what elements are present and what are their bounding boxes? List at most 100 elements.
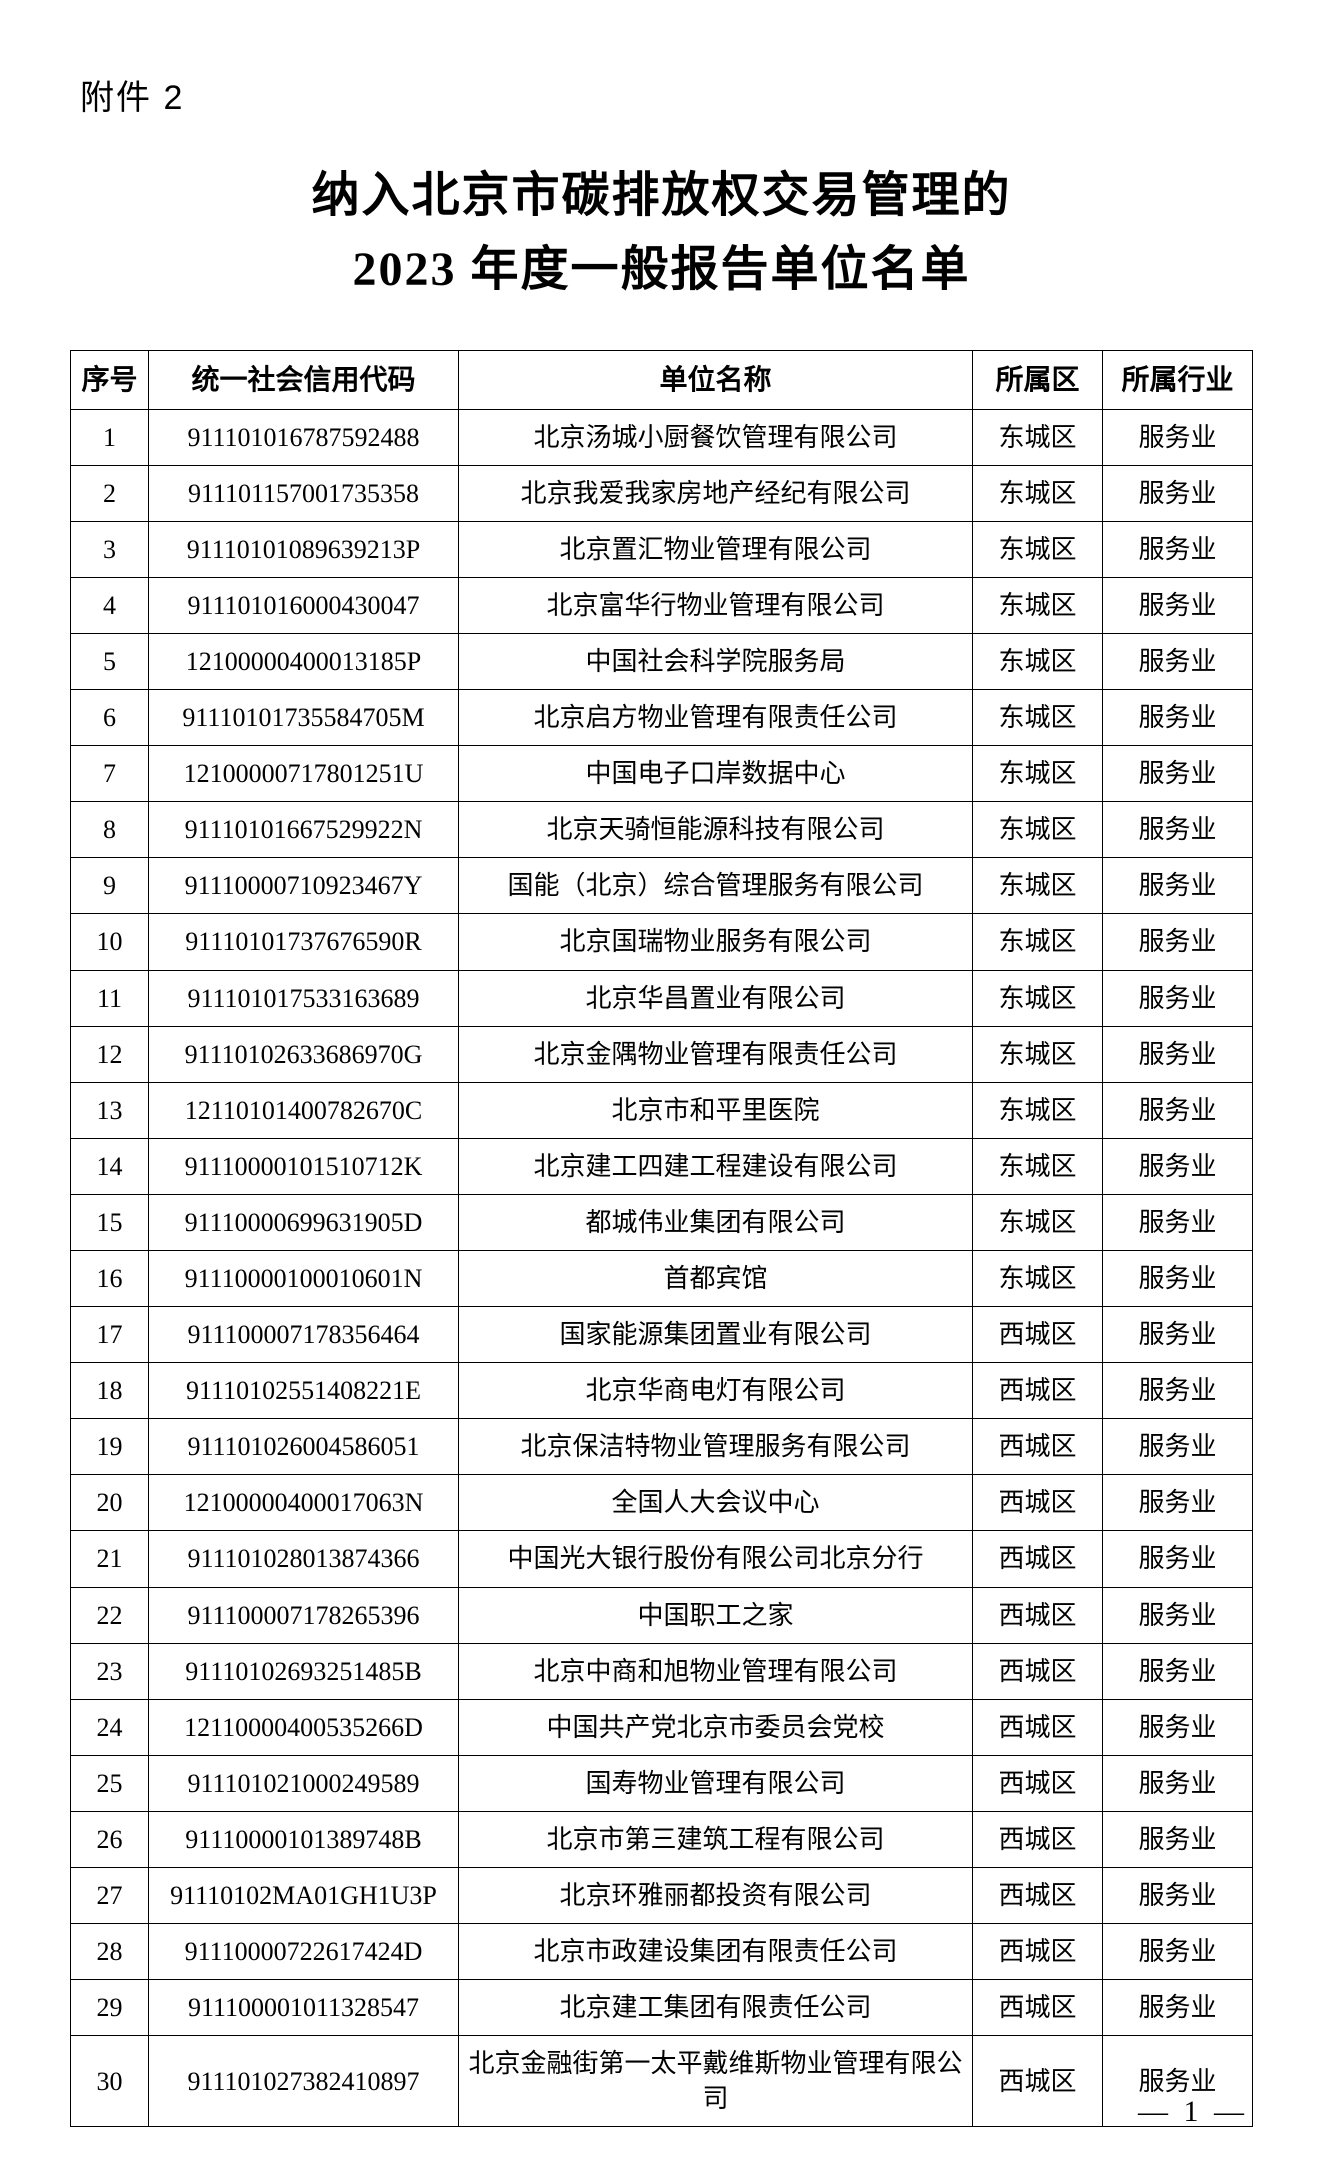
cell-name: 北京市第三建筑工程有限公司 [459, 1811, 973, 1867]
cell-district: 东城区 [973, 970, 1103, 1026]
document-title: 纳入北京市碳排放权交易管理的 2023 年度一般报告单位名单 [70, 159, 1253, 308]
cell-industry: 服务业 [1103, 1868, 1253, 1924]
cell-industry: 服务业 [1103, 1026, 1253, 1082]
cell-seq: 27 [71, 1868, 149, 1924]
cell-code: 911101028013874366 [149, 1531, 459, 1587]
cell-industry: 服务业 [1103, 1643, 1253, 1699]
cell-name: 北京华昌置业有限公司 [459, 970, 973, 1026]
cell-district: 西城区 [973, 1643, 1103, 1699]
cell-industry: 服务业 [1103, 409, 1253, 465]
cell-name: 北京天骑恒能源科技有限公司 [459, 802, 973, 858]
cell-seq: 17 [71, 1307, 149, 1363]
cell-district: 东城区 [973, 1138, 1103, 1194]
cell-code: 91110000100010601N [149, 1250, 459, 1306]
cell-district: 西城区 [973, 1363, 1103, 1419]
cell-code: 911101027382410897 [149, 2036, 459, 2127]
cell-code: 91110102693251485B [149, 1643, 459, 1699]
cell-seq: 5 [71, 633, 149, 689]
col-header-code: 统一社会信用代码 [149, 350, 459, 409]
cell-code: 91110101735584705M [149, 690, 459, 746]
cell-name: 中国电子口岸数据中心 [459, 746, 973, 802]
cell-name: 北京我爱我家房地产经纪有限公司 [459, 465, 973, 521]
cell-code: 911100001011328547 [149, 1980, 459, 2036]
table-row: 991110000710923467Y国能（北京）综合管理服务有限公司东城区服务… [71, 858, 1253, 914]
document-page: 附件 2 纳入北京市碳排放权交易管理的 2023 年度一般报告单位名单 序号 统… [0, 0, 1323, 2167]
table-row: 1591110000699631905D都城伟业集团有限公司东城区服务业 [71, 1194, 1253, 1250]
cell-seq: 16 [71, 1250, 149, 1306]
cell-seq: 20 [71, 1475, 149, 1531]
table-body: 1911101016787592488北京汤城小厨餐饮管理有限公司东城区服务业2… [71, 409, 1253, 2127]
cell-name: 中国社会科学院服务局 [459, 633, 973, 689]
cell-seq: 10 [71, 914, 149, 970]
cell-name: 北京环雅丽都投资有限公司 [459, 1868, 973, 1924]
cell-district: 东城区 [973, 521, 1103, 577]
table-row: 30911101027382410897北京金融街第一太平戴维斯物业管理有限公司… [71, 2036, 1253, 2127]
table-row: 2691110000101389748B北京市第三建筑工程有限公司西城区服务业 [71, 1811, 1253, 1867]
cell-code: 911100007178356464 [149, 1307, 459, 1363]
cell-industry: 服务业 [1103, 1699, 1253, 1755]
cell-industry: 服务业 [1103, 1082, 1253, 1138]
cell-name: 北京金融街第一太平戴维斯物业管理有限公司 [459, 2036, 973, 2127]
cell-name: 北京华商电灯有限公司 [459, 1363, 973, 1419]
cell-name: 北京建工集团有限责任公司 [459, 1980, 973, 2036]
cell-code: 91110102551408221E [149, 1363, 459, 1419]
cell-industry: 服务业 [1103, 1363, 1253, 1419]
cell-industry: 服务业 [1103, 1307, 1253, 1363]
table-row: 1691110000100010601N首都宾馆东城区服务业 [71, 1250, 1253, 1306]
table-row: 29911100001011328547北京建工集团有限责任公司西城区服务业 [71, 1980, 1253, 2036]
cell-district: 西城区 [973, 1419, 1103, 1475]
cell-district: 东城区 [973, 409, 1103, 465]
table-row: 2012100000400017063N全国人大会议中心西城区服务业 [71, 1475, 1253, 1531]
cell-industry: 服务业 [1103, 1811, 1253, 1867]
cell-seq: 2 [71, 465, 149, 521]
cell-industry: 服务业 [1103, 914, 1253, 970]
cell-district: 东城区 [973, 1082, 1103, 1138]
col-header-name: 单位名称 [459, 350, 973, 409]
cell-industry: 服务业 [1103, 802, 1253, 858]
cell-code: 12100000400013185P [149, 633, 459, 689]
cell-code: 91110101667529922N [149, 802, 459, 858]
cell-district: 东城区 [973, 858, 1103, 914]
cell-name: 中国光大银行股份有限公司北京分行 [459, 1531, 973, 1587]
cell-seq: 19 [71, 1419, 149, 1475]
table-row: 2891110000722617424D北京市政建设集团有限责任公司西城区服务业 [71, 1924, 1253, 1980]
cell-district: 西城区 [973, 1980, 1103, 2036]
cell-industry: 服务业 [1103, 1980, 1253, 2036]
cell-code: 911101017533163689 [149, 970, 459, 1026]
cell-name: 北京中商和旭物业管理有限公司 [459, 1643, 973, 1699]
cell-industry: 服务业 [1103, 1475, 1253, 1531]
cell-code: 911100007178265396 [149, 1587, 459, 1643]
cell-code: 12110000400535266D [149, 1699, 459, 1755]
cell-district: 东城区 [973, 1026, 1103, 1082]
cell-district: 东城区 [973, 802, 1103, 858]
cell-industry: 服务业 [1103, 858, 1253, 914]
cell-code: 91110000101389748B [149, 1811, 459, 1867]
cell-name: 国能（北京）综合管理服务有限公司 [459, 858, 973, 914]
cell-seq: 28 [71, 1924, 149, 1980]
title-line-1: 纳入北京市碳排放权交易管理的 [311, 169, 1011, 222]
cell-district: 西城区 [973, 1699, 1103, 1755]
cell-district: 东城区 [973, 1194, 1103, 1250]
attachment-label: 附件 2 [80, 70, 1253, 119]
cell-district: 西城区 [973, 1307, 1103, 1363]
cell-code: 91110102633686970G [149, 1026, 459, 1082]
cell-district: 东城区 [973, 746, 1103, 802]
cell-code: 911101016787592488 [149, 409, 459, 465]
table-row: 17911100007178356464国家能源集团置业有限公司西城区服务业 [71, 1307, 1253, 1363]
table-row: 4911101016000430047北京富华行物业管理有限公司东城区服务业 [71, 577, 1253, 633]
cell-district: 东城区 [973, 1250, 1103, 1306]
cell-industry: 服务业 [1103, 1924, 1253, 1980]
cell-industry: 服务业 [1103, 690, 1253, 746]
cell-code: 911101026004586051 [149, 1419, 459, 1475]
cell-industry: 服务业 [1103, 1419, 1253, 1475]
cell-seq: 13 [71, 1082, 149, 1138]
title-line-2: 2023 年度一般报告单位名单 [352, 243, 970, 296]
cell-seq: 6 [71, 690, 149, 746]
cell-industry: 服务业 [1103, 746, 1253, 802]
cell-name: 北京金隅物业管理有限责任公司 [459, 1026, 973, 1082]
table-row: 1091110101737676590R北京国瑞物业服务有限公司东城区服务业 [71, 914, 1253, 970]
table-row: 19911101026004586051北京保洁特物业管理服务有限公司西城区服务… [71, 1419, 1253, 1475]
cell-district: 西城区 [973, 1924, 1103, 1980]
cell-name: 北京富华行物业管理有限公司 [459, 577, 973, 633]
cell-industry: 服务业 [1103, 1755, 1253, 1811]
